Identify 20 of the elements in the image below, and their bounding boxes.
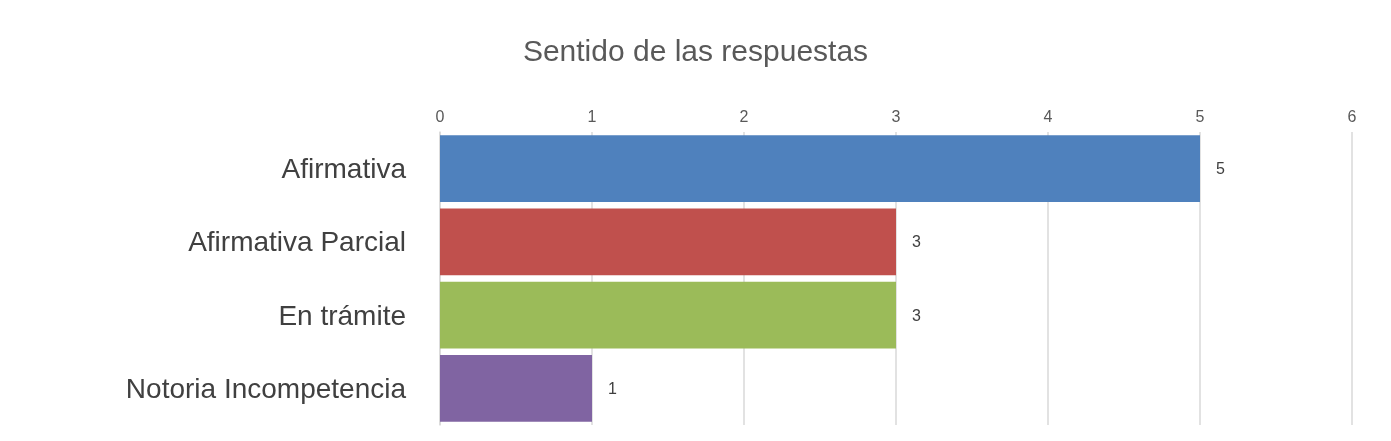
- x-tick-label: 6: [1347, 107, 1357, 125]
- bar: [440, 208, 896, 276]
- y-tick-label: Notoria Incompetencia: [125, 372, 407, 404]
- x-tick-label: 0: [435, 107, 445, 125]
- x-tick-label: 4: [1043, 107, 1053, 125]
- bar: [440, 355, 592, 422]
- x-tick-label: 3: [891, 107, 901, 125]
- y-tick-label: Afirmativa Parcial: [188, 226, 406, 258]
- data-label: 5: [1216, 160, 1225, 178]
- chart-title: Sentido de las respuestas: [522, 33, 869, 67]
- bar: [440, 281, 896, 349]
- x-tick-label: 2: [739, 107, 749, 125]
- x-tick-label: 1: [587, 107, 597, 125]
- data-label: 1: [608, 379, 617, 397]
- bar: [440, 135, 1200, 202]
- data-label: 3: [912, 306, 921, 324]
- y-tick-label: Afirmativa: [281, 153, 407, 185]
- x-tick-label: 5: [1195, 107, 1205, 125]
- data-label: 3: [912, 233, 921, 251]
- y-tick-label: En trámite: [278, 299, 406, 331]
